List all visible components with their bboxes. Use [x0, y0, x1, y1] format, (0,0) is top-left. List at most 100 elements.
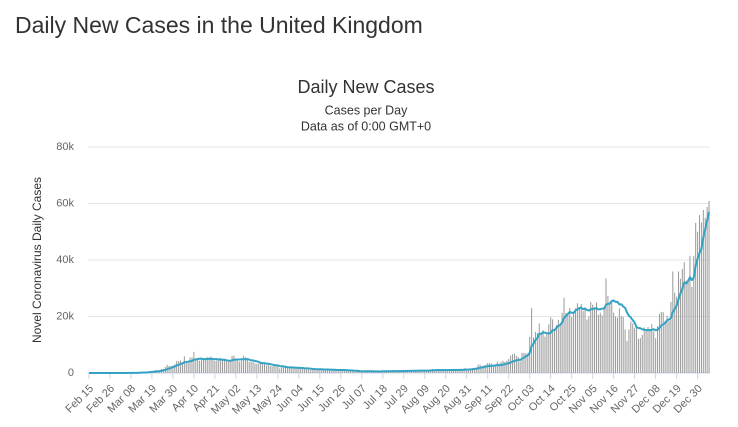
bar: [542, 330, 544, 373]
bar: [296, 367, 298, 373]
bar: [183, 356, 185, 373]
bar: [700, 222, 702, 373]
bar: [567, 315, 569, 373]
bar: [309, 370, 311, 373]
chart-subtitle: Cases per Day: [325, 103, 408, 117]
bar: [334, 370, 336, 373]
bar: [615, 316, 617, 373]
bar: [679, 278, 681, 373]
bar: [494, 364, 496, 373]
bar: [290, 367, 292, 373]
bar: [254, 363, 256, 373]
bar: [529, 336, 531, 373]
bar: [304, 369, 306, 373]
bar: [697, 231, 699, 373]
bar: [565, 312, 567, 373]
bar: [189, 357, 191, 373]
bar: [206, 357, 208, 373]
bar: [357, 371, 359, 373]
bar: [641, 335, 643, 373]
bar: [533, 337, 535, 373]
bar: [435, 369, 437, 373]
bar: [613, 312, 615, 373]
bar: [595, 302, 597, 373]
bar: [502, 360, 504, 373]
bar: [439, 370, 441, 373]
bar: [326, 369, 328, 373]
bar: [597, 314, 599, 373]
bar: [220, 357, 222, 373]
bar: [283, 367, 285, 373]
bar: [300, 368, 302, 373]
bar: [466, 369, 468, 373]
bar: [699, 215, 701, 373]
bar: [471, 368, 473, 373]
bar: [552, 319, 554, 373]
bar: [332, 370, 334, 373]
bar: [649, 329, 651, 373]
bar: [468, 369, 470, 373]
bar: [706, 206, 708, 373]
bar: [243, 355, 244, 373]
bar: [315, 368, 317, 373]
bar: [201, 358, 203, 373]
bar: [307, 368, 309, 373]
bar: [208, 357, 210, 373]
bar: [554, 328, 555, 373]
bar: [321, 369, 323, 373]
y-tick-label: 40k: [56, 254, 74, 266]
bar: [504, 361, 506, 373]
bar: [408, 370, 410, 373]
bar: [586, 319, 588, 373]
bar: [676, 296, 678, 373]
bar: [346, 370, 348, 373]
bar: [618, 308, 620, 373]
bar: [563, 297, 565, 373]
bar: [252, 362, 254, 373]
bar: [704, 217, 706, 373]
bar: [559, 325, 561, 373]
bar: [462, 369, 464, 373]
bar: [302, 368, 304, 373]
bar: [609, 302, 611, 373]
chart-subtitle: Data as of 0:00 GMT+0: [301, 119, 431, 133]
bar: [523, 352, 525, 373]
bar: [458, 370, 460, 373]
bar: [181, 362, 183, 373]
bar: [481, 366, 483, 373]
bar: [653, 331, 655, 373]
bar: [594, 307, 596, 373]
bar: [527, 353, 529, 373]
bar: [664, 320, 666, 373]
bar: [202, 359, 204, 373]
bar: [685, 280, 687, 373]
bar: [223, 360, 225, 373]
bar: [487, 363, 489, 373]
bar: [222, 359, 224, 373]
bar: [601, 315, 603, 373]
bar: [204, 359, 206, 373]
bar: [170, 366, 172, 373]
bar: [603, 308, 605, 373]
bar: [681, 269, 683, 373]
bar: [174, 364, 176, 373]
bar: [443, 370, 445, 373]
bar: [241, 360, 243, 373]
bar: [693, 256, 695, 373]
bar: [578, 307, 580, 373]
bar: [353, 371, 355, 373]
bar: [645, 330, 647, 373]
bar: [277, 366, 279, 373]
bar: [227, 361, 229, 373]
bar: [359, 372, 361, 373]
bar: [260, 362, 262, 373]
bar: [580, 304, 582, 373]
bar: [258, 363, 260, 373]
bar: [576, 303, 578, 373]
bar: [262, 363, 264, 373]
bar: [265, 365, 267, 373]
bar: [475, 367, 477, 373]
bar: [454, 370, 456, 373]
bar: [607, 295, 609, 373]
